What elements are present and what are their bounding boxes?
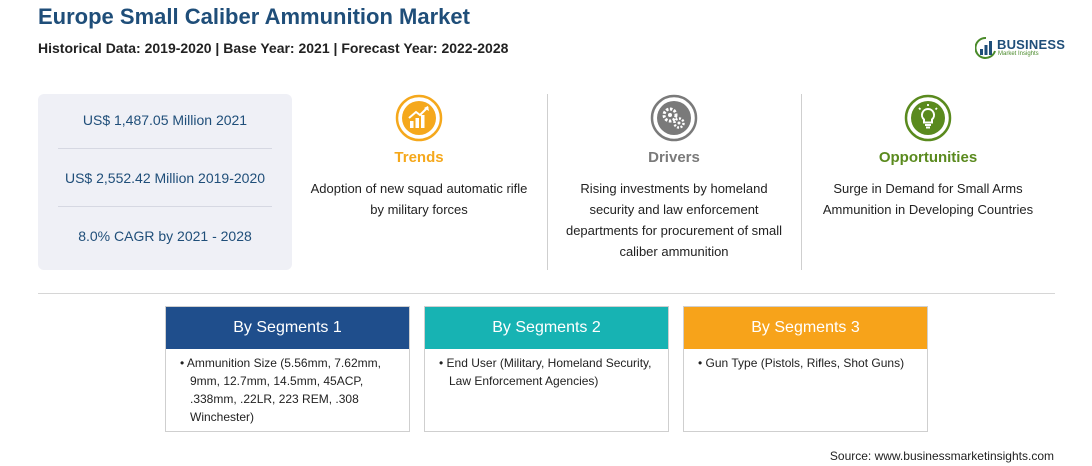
page-subtitle: Historical Data: 2019-2020 | Base Year: …	[38, 40, 509, 56]
stat-market-value-historical: US$ 2,552.42 Million 2019-2020	[64, 170, 266, 186]
column-separator	[547, 94, 548, 270]
column-separator	[801, 94, 802, 270]
segment-card-1: By Segments 1 • Ammunition Size (5.56mm,…	[165, 306, 410, 432]
gears-icon	[650, 94, 698, 142]
trending-chart-icon	[395, 94, 443, 142]
opportunities-text: Surge in Demand for Small Arms Ammunitio…	[822, 181, 1034, 217]
page-title: Europe Small Caliber Ammunition Market	[38, 4, 470, 29]
opportunities-heading: Opportunities	[878, 149, 978, 166]
segment-2-heading: By Segments 2	[425, 307, 668, 349]
bar-chart-logo-icon	[975, 36, 996, 59]
trends-column: Trends Adoption of new squad automatic r…	[294, 94, 544, 270]
source-credit: Source: www.businessmarketinsights.com	[829, 449, 1054, 463]
section-divider	[38, 293, 1055, 294]
segment-1-heading: By Segments 1	[166, 307, 409, 349]
segment-card-2: By Segments 2 • End User (Military, Home…	[424, 306, 669, 432]
segment-3-heading: By Segments 3	[684, 307, 927, 349]
opportunities-column: Opportunities Surge in Demand for Small …	[803, 94, 1053, 270]
stat-divider	[58, 148, 272, 149]
segment-card-3: By Segments 3 • Gun Type (Pistols, Rifle…	[683, 306, 928, 432]
segment-1-bullet: • Ammunition Size (5.56mm, 7.62mm, 9mm, …	[180, 356, 381, 424]
segment-1-body: • Ammunition Size (5.56mm, 7.62mm, 9mm, …	[166, 349, 409, 426]
market-stats-panel: US$ 1,487.05 Million 2021 US$ 2,552.42 M…	[38, 94, 292, 270]
trends-heading: Trends	[394, 149, 444, 166]
trends-text: Adoption of new squad automatic rifle by…	[310, 181, 528, 217]
stat-market-value-2021: US$ 1,487.05 Million 2021	[82, 112, 248, 128]
drivers-column: Drivers Rising investments by homeland s…	[549, 94, 799, 270]
logo-tagline: Market Insights	[998, 51, 1039, 57]
stat-divider	[58, 206, 272, 207]
drivers-text: Rising investments by homeland security …	[565, 181, 783, 259]
lightbulb-icon	[904, 94, 952, 142]
logo-name: BUSINESS	[997, 37, 1066, 52]
segment-3-body: • Gun Type (Pistols, Rifles, Shot Guns)	[684, 349, 927, 372]
drivers-heading: Drivers	[648, 149, 700, 166]
segment-2-body: • End User (Military, Homeland Security,…	[425, 349, 668, 390]
segment-3-bullet: • Gun Type (Pistols, Rifles, Shot Guns)	[698, 356, 905, 370]
stat-cagr: 8.0% CAGR by 2021 - 2028	[78, 228, 252, 244]
segment-2-bullet: • End User (Military, Homeland Security,…	[439, 356, 652, 388]
company-logo: BUSINESS Market Insights	[975, 36, 1065, 62]
